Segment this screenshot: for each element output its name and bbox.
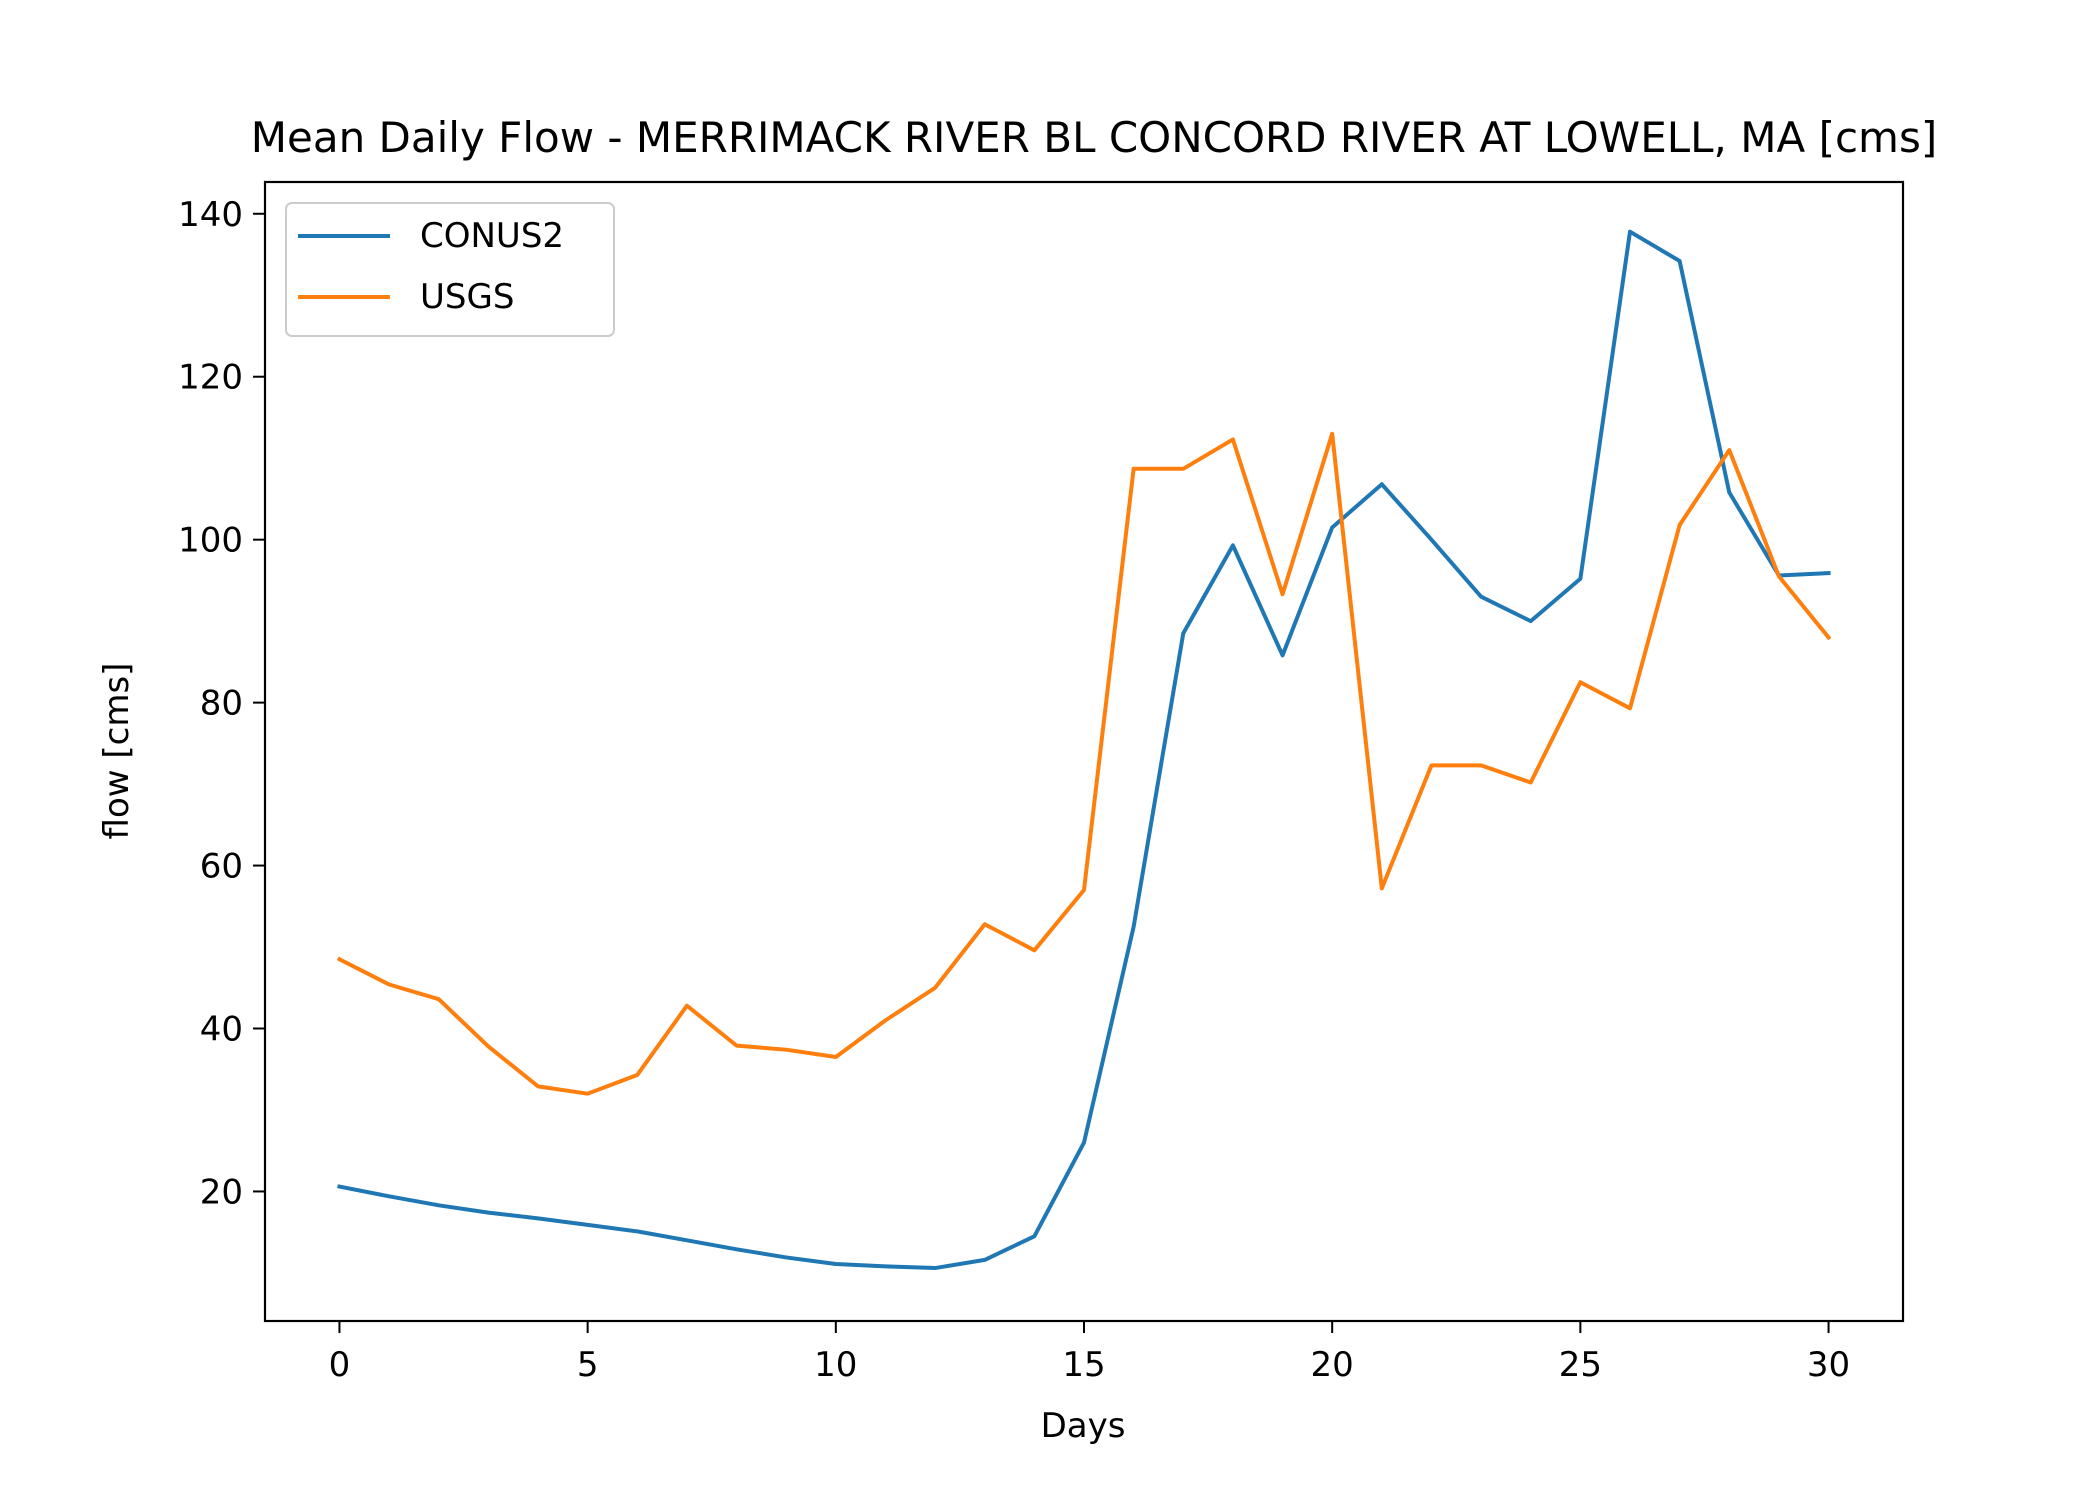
series-lines — [336, 229, 1832, 1271]
legend: CONUS2 USGS — [285, 202, 615, 337]
x-tick-label: 25 — [1559, 1345, 1602, 1385]
y-tick-label: 40 — [200, 1010, 243, 1050]
y-tick-label: 60 — [200, 847, 243, 887]
x-axis-label: Days — [1041, 1406, 1126, 1446]
x-tick-label: 15 — [1062, 1345, 1105, 1385]
y-tick-label: 20 — [200, 1172, 243, 1212]
y-axis: 20 40 60 80 100 120 140 — [178, 195, 265, 1212]
y-tick-label: 120 — [178, 358, 243, 398]
y-axis-label: flow [cms] — [97, 663, 137, 840]
x-tick-label: 20 — [1311, 1345, 1354, 1385]
y-tick-label: 80 — [200, 684, 243, 724]
x-tick-label: 0 — [329, 1345, 351, 1385]
x-tick-label: 10 — [814, 1345, 857, 1385]
y-tick-label: 140 — [178, 195, 243, 235]
x-axis: 0 5 10 15 20 25 30 — [329, 1321, 1850, 1385]
legend-label-usgs: USGS — [420, 277, 514, 317]
plot-frame — [263, 180, 1905, 1323]
series-line-usgs — [336, 431, 1832, 1096]
y-tick-label: 100 — [178, 521, 243, 561]
series-line-conus2 — [337, 229, 1831, 1271]
chart-title: Mean Daily Flow - MERRIMACK RIVER BL CON… — [251, 113, 1937, 162]
legend-label-conus2: CONUS2 — [420, 216, 564, 256]
x-tick-label: 5 — [577, 1345, 599, 1385]
x-tick-label: 30 — [1807, 1345, 1850, 1385]
